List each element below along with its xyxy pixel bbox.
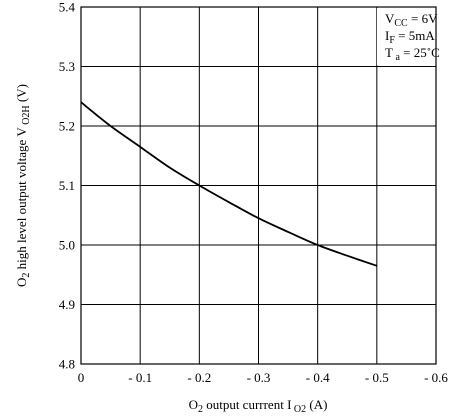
y-tick-label: 4.8 — [59, 357, 75, 372]
conditions-box — [377, 8, 435, 65]
grid — [81, 7, 436, 364]
y-tick-label: 5.2 — [59, 119, 75, 134]
x-label-mid: output currrent I — [203, 397, 291, 412]
x-tick-label: - 0.4 — [306, 370, 330, 385]
series-layer — [80, 101, 378, 267]
x-label-sub2: O2 — [291, 404, 306, 415]
y-label-end: (V) — [14, 84, 29, 105]
x-tick-label: - 0.5 — [365, 370, 389, 385]
y-label-sub1: 2 — [21, 273, 32, 278]
y-axis-label: O2 high level output voltage V O2H (V) — [14, 84, 32, 287]
y-label-sub2: O2H — [21, 105, 32, 127]
x-tick-label: - 0.6 — [424, 370, 448, 385]
x-label-sub1: 2 — [198, 404, 203, 415]
series-line — [80, 101, 378, 267]
x-axis-label: O2 output currrent I O2 (A) — [189, 397, 328, 415]
condition-line: VCC = 6V — [385, 11, 438, 29]
x-tick-label: - 0.3 — [247, 370, 271, 385]
y-tick-label: 5.4 — [59, 0, 76, 15]
x-label-main: O — [189, 397, 198, 412]
y-axis-ticks: 4.8 4.9 5.0 5.1 5.2 5.3 5.4 — [59, 0, 76, 372]
y-tick-label: 4.9 — [59, 297, 75, 312]
x-tick-label: - 0.1 — [128, 370, 152, 385]
y-label-mid: high level output voltage V — [14, 127, 29, 273]
y-tick-label: 5.0 — [59, 238, 75, 253]
x-axis-ticks: 0 - 0.1 - 0.2 - 0.3 - 0.4 - 0.5 - 0.6 — [78, 370, 449, 385]
x-label-end: (A) — [306, 397, 327, 412]
y-tick-label: 5.1 — [59, 178, 75, 193]
condition-line: T a = 25˚C — [385, 45, 440, 63]
x-tick-label: - 0.2 — [187, 370, 211, 385]
plot-frame — [80, 6, 437, 365]
x-tick-label: 0 — [78, 370, 85, 385]
y-tick-label: 5.3 — [59, 59, 75, 74]
y-label-main: O — [14, 278, 29, 287]
condition-line: IF = 5mA — [385, 28, 435, 46]
